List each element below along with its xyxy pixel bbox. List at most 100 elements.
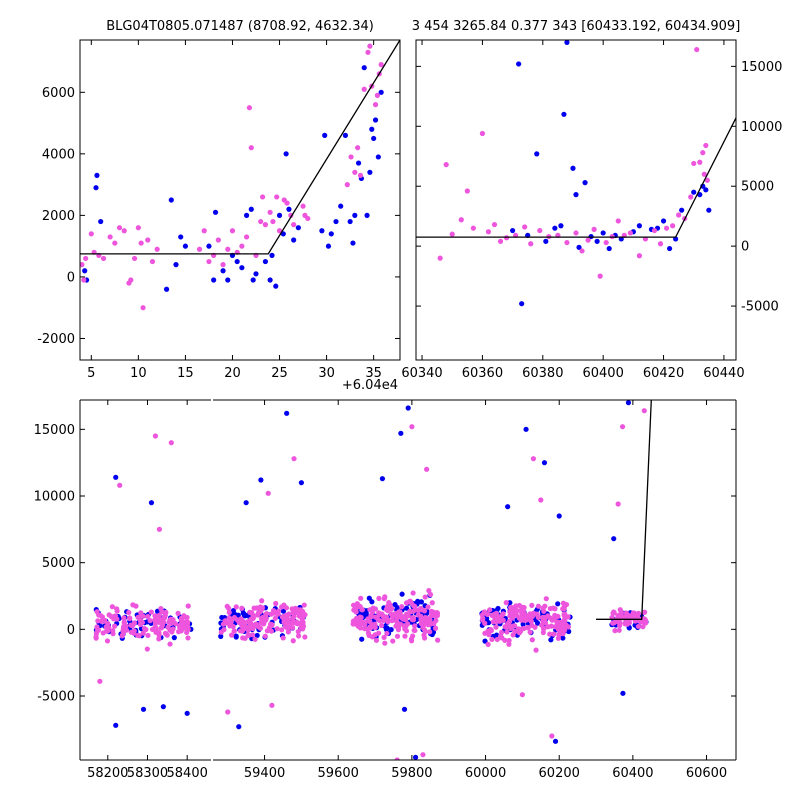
data-point: [503, 600, 509, 606]
data-point: [243, 234, 250, 240]
data-point: [255, 605, 261, 611]
data-point: [552, 225, 558, 231]
data-point: [555, 621, 561, 627]
data-point: [300, 621, 306, 627]
data-point: [532, 624, 538, 630]
data-point: [185, 635, 191, 641]
data-point: [257, 625, 264, 631]
data-point: [242, 635, 248, 641]
data-point: [274, 626, 280, 632]
data-point: [376, 595, 382, 602]
data-point: [534, 620, 541, 626]
data-point: [239, 605, 245, 611]
data-point: [163, 286, 170, 292]
data-point: [156, 612, 162, 618]
data-point: [114, 608, 120, 614]
y-tick-label: 0: [67, 270, 75, 285]
data-point: [245, 632, 251, 638]
data-point: [348, 154, 354, 160]
data-point: [110, 631, 116, 637]
data-point: [550, 605, 556, 611]
data-point: [319, 228, 325, 234]
data-point: [167, 627, 173, 633]
data-point: [443, 162, 449, 168]
data-point: [691, 160, 697, 167]
data-point: [300, 613, 306, 620]
data-point: [281, 602, 287, 608]
data-point: [262, 258, 269, 265]
data-point: [530, 613, 536, 619]
data-point: [347, 218, 353, 225]
data-point: [619, 424, 626, 430]
data-point: [551, 631, 557, 637]
data-point: [538, 497, 544, 503]
data-point: [576, 244, 582, 250]
data-point: [206, 258, 212, 265]
data-point: [529, 602, 535, 608]
data-point: [615, 218, 621, 224]
model-line: [416, 117, 736, 238]
data-point: [135, 632, 141, 638]
data-point: [560, 606, 566, 612]
data-point: [412, 627, 418, 634]
data-point: [291, 237, 297, 243]
data-point: [295, 225, 301, 231]
data-point: [485, 229, 492, 235]
data-point: [245, 627, 251, 633]
data-point: [418, 599, 424, 605]
data-point: [206, 243, 212, 249]
data-point: [106, 612, 112, 618]
data-point: [555, 601, 561, 607]
data-point: [284, 612, 291, 618]
data-point: [624, 621, 630, 627]
data-point: [226, 609, 232, 616]
data-point: [378, 89, 384, 95]
x-tick-label: 35: [365, 366, 382, 381]
data-point: [239, 243, 245, 249]
data-point: [651, 227, 658, 234]
data-point: [372, 102, 379, 108]
data-point: [229, 632, 235, 638]
data-point: [481, 610, 487, 616]
data-point: [506, 637, 512, 644]
y-tick-label: 5000: [741, 180, 774, 195]
data-point: [410, 617, 417, 623]
data-point: [81, 277, 87, 283]
data-point: [493, 610, 499, 616]
data-point: [291, 222, 297, 228]
data-point: [642, 609, 648, 615]
data-point: [641, 408, 647, 414]
data-point: [617, 622, 623, 629]
data-point: [701, 171, 707, 177]
data-point: [249, 632, 256, 638]
data-point: [338, 203, 344, 209]
data-point: [95, 618, 101, 624]
data-point: [697, 159, 703, 165]
data-point: [533, 647, 539, 653]
data-point: [131, 628, 137, 634]
data-point: [178, 616, 184, 622]
data-point: [600, 230, 606, 236]
data-point: [612, 628, 618, 634]
data-point: [254, 632, 260, 639]
data-point: [262, 633, 268, 639]
data-point: [353, 607, 359, 613]
data-point: [231, 628, 237, 634]
data-point: [140, 706, 147, 712]
data-point: [272, 615, 278, 621]
data-point: [269, 702, 275, 708]
data-point: [382, 640, 388, 646]
y-tick-label: 0: [67, 623, 75, 638]
x-tick-label: 60340: [401, 366, 442, 381]
data-point: [280, 608, 287, 614]
data-point: [227, 619, 233, 625]
data-point: [359, 636, 365, 642]
y-tick-label: 15000: [741, 60, 782, 75]
data-point: [93, 635, 99, 641]
data-point: [259, 194, 266, 200]
data-point: [505, 620, 511, 627]
data-point: [554, 613, 560, 619]
data-point: [523, 426, 529, 432]
data-point: [212, 209, 219, 215]
